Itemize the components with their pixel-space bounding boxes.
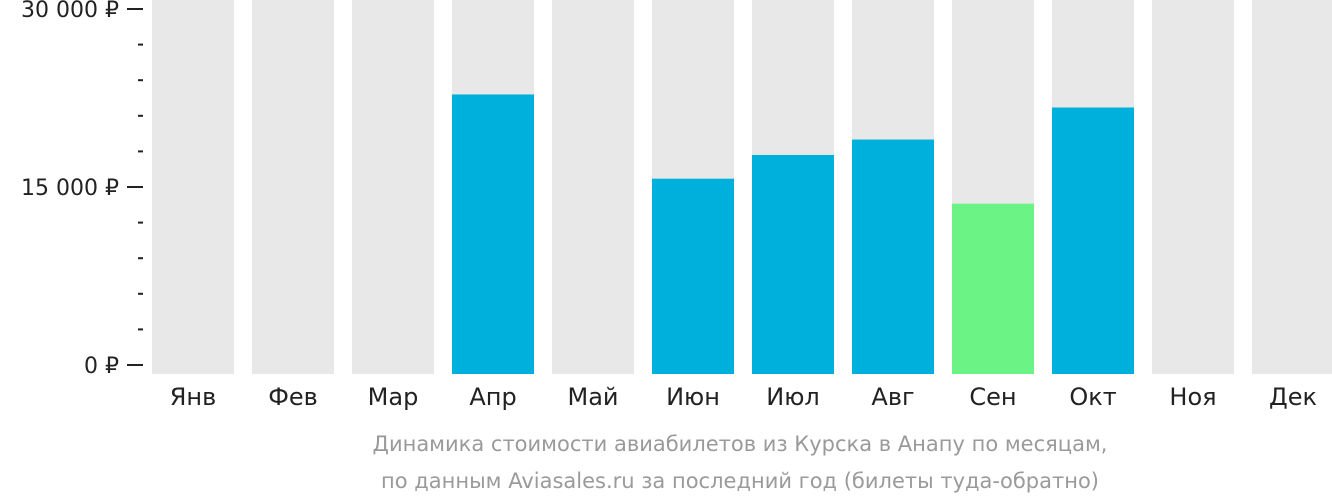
chart-caption: Динамика стоимости авиабилетов из Курска…	[373, 432, 1108, 493]
month-label-9: Сен	[969, 383, 1016, 411]
month-label-3: Мар	[368, 383, 419, 411]
y-axis: 0 ₽ 15 000 ₽ 30 000 ₽	[21, 0, 143, 379]
month-label-12: Дек	[1269, 383, 1317, 411]
month-label-6: Июн	[666, 383, 720, 411]
y-tick-label-3: 30 000 ₽	[21, 0, 119, 23]
bar-7[interactable]	[752, 154, 834, 374]
month-label-7: Июл	[766, 383, 820, 411]
month-label-5: Май	[567, 383, 618, 411]
price-bars	[452, 94, 1134, 374]
y-tick-label-2: 15 000 ₽	[21, 176, 119, 201]
bar-10[interactable]	[1052, 107, 1134, 374]
x-axis: Янв Фев Мар Апр Май Июн Июл Авг Сен Окт Ноя Дек	[170, 383, 1317, 411]
bar-6[interactable]	[652, 178, 734, 374]
background-bar-3	[352, 0, 434, 374]
month-label-4: Апр	[469, 383, 516, 411]
background-bar-11	[1152, 0, 1234, 374]
caption-line-1: Динамика стоимости авиабилетов из Курска…	[373, 432, 1108, 456]
y-tick-label-1: 0 ₽	[84, 354, 119, 379]
background-bar-5	[552, 0, 634, 374]
month-label-8: Авг	[871, 383, 914, 411]
month-label-11: Ноя	[1169, 383, 1216, 411]
background-bar-12	[1252, 0, 1332, 374]
month-label-2: Фев	[268, 383, 318, 411]
background-bars	[152, 0, 1332, 374]
bar-8[interactable]	[852, 139, 934, 374]
month-label-1: Янв	[170, 383, 217, 411]
caption-line-2: по данным Aviasales.ru за последний год …	[381, 469, 1099, 493]
bar-9[interactable]	[952, 203, 1034, 374]
background-bar-1	[152, 0, 234, 374]
background-bar-2	[252, 0, 334, 374]
bar-4[interactable]	[452, 94, 534, 374]
month-label-10: Окт	[1069, 383, 1116, 411]
